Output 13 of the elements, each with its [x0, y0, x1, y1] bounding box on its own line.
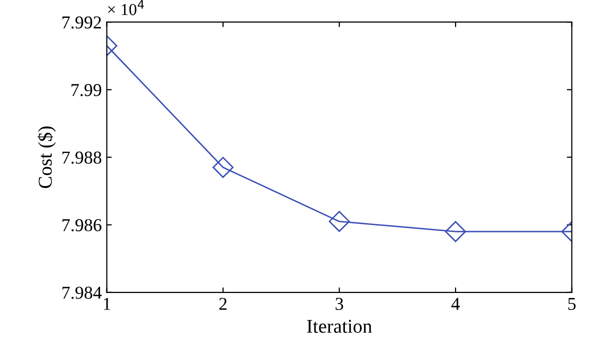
y-tick-label: 7.992 [62, 16, 101, 29]
y-tick-label: 7.988 [62, 152, 102, 164]
x-tick-label: 3 [336, 298, 344, 310]
y-tick-label: 7.99 [72, 84, 102, 96]
x-tick-label: 4 [451, 298, 460, 310]
y-tick-label: 7.984 [62, 286, 102, 299]
x-tick-label: 1 [104, 298, 110, 310]
y-tick-label: 7.986 [62, 219, 102, 232]
y-axis-title: Cost ($) [38, 126, 56, 188]
x-axis-title: Iteration [307, 320, 372, 333]
text: × 10$^{4}$ [108, 0, 144, 16]
x-tick-label: 5 [568, 298, 576, 310]
x-tick-label: 2 [219, 298, 227, 310]
